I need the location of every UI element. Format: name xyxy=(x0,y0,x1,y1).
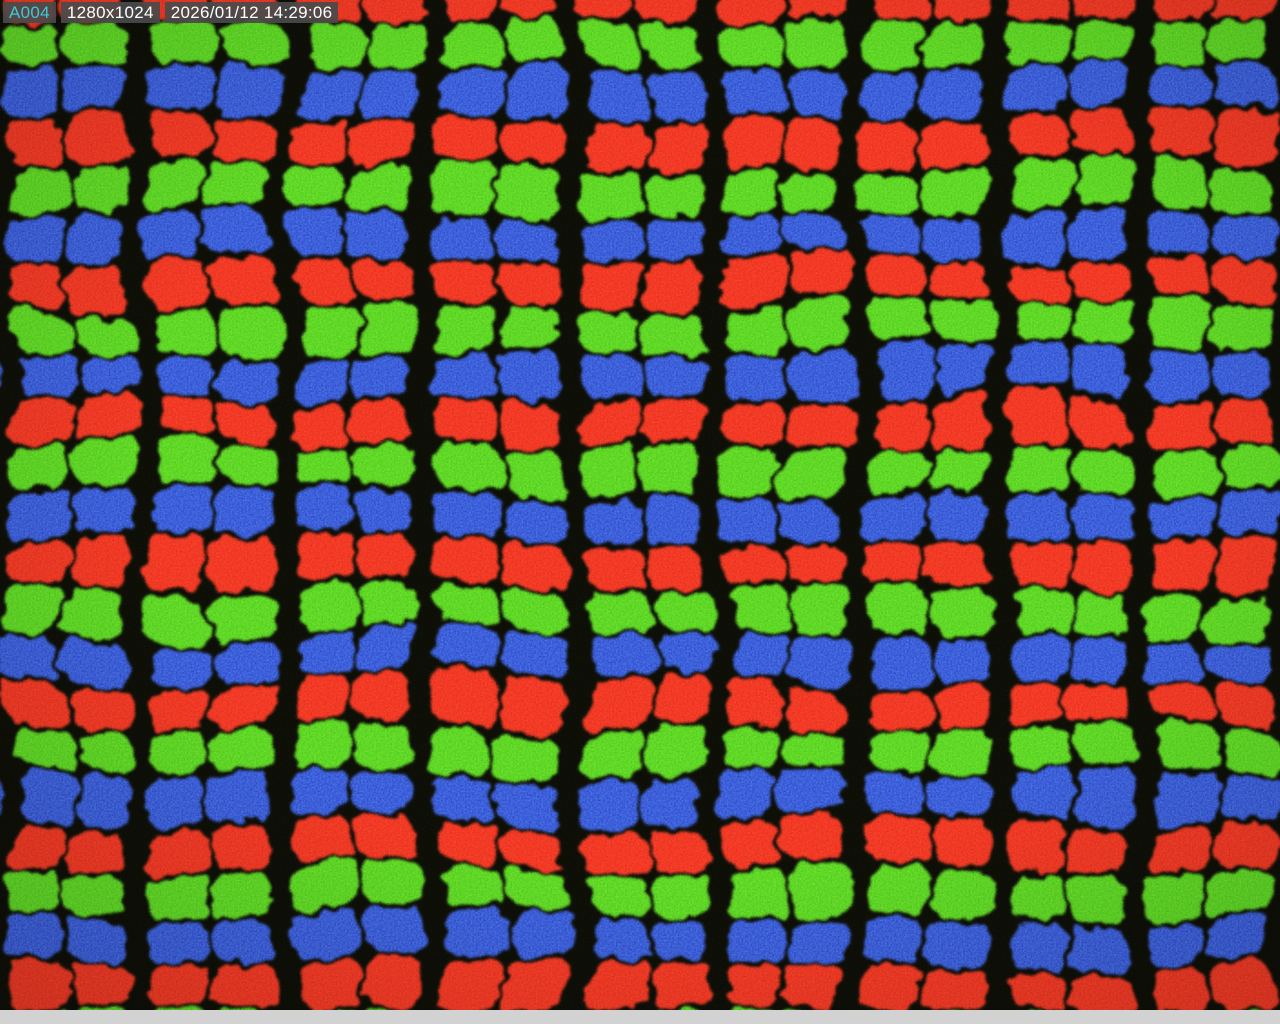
resolution-badge: 1280x1024 xyxy=(60,2,160,23)
camera-id-badge: A004 xyxy=(3,2,56,23)
timestamp-badge: 2026/01/12 14:29:06 xyxy=(164,2,339,23)
window-edge-strip xyxy=(0,1010,1280,1024)
osd-overlay: A004 1280x1024 2026/01/12 14:29:06 xyxy=(3,2,339,23)
